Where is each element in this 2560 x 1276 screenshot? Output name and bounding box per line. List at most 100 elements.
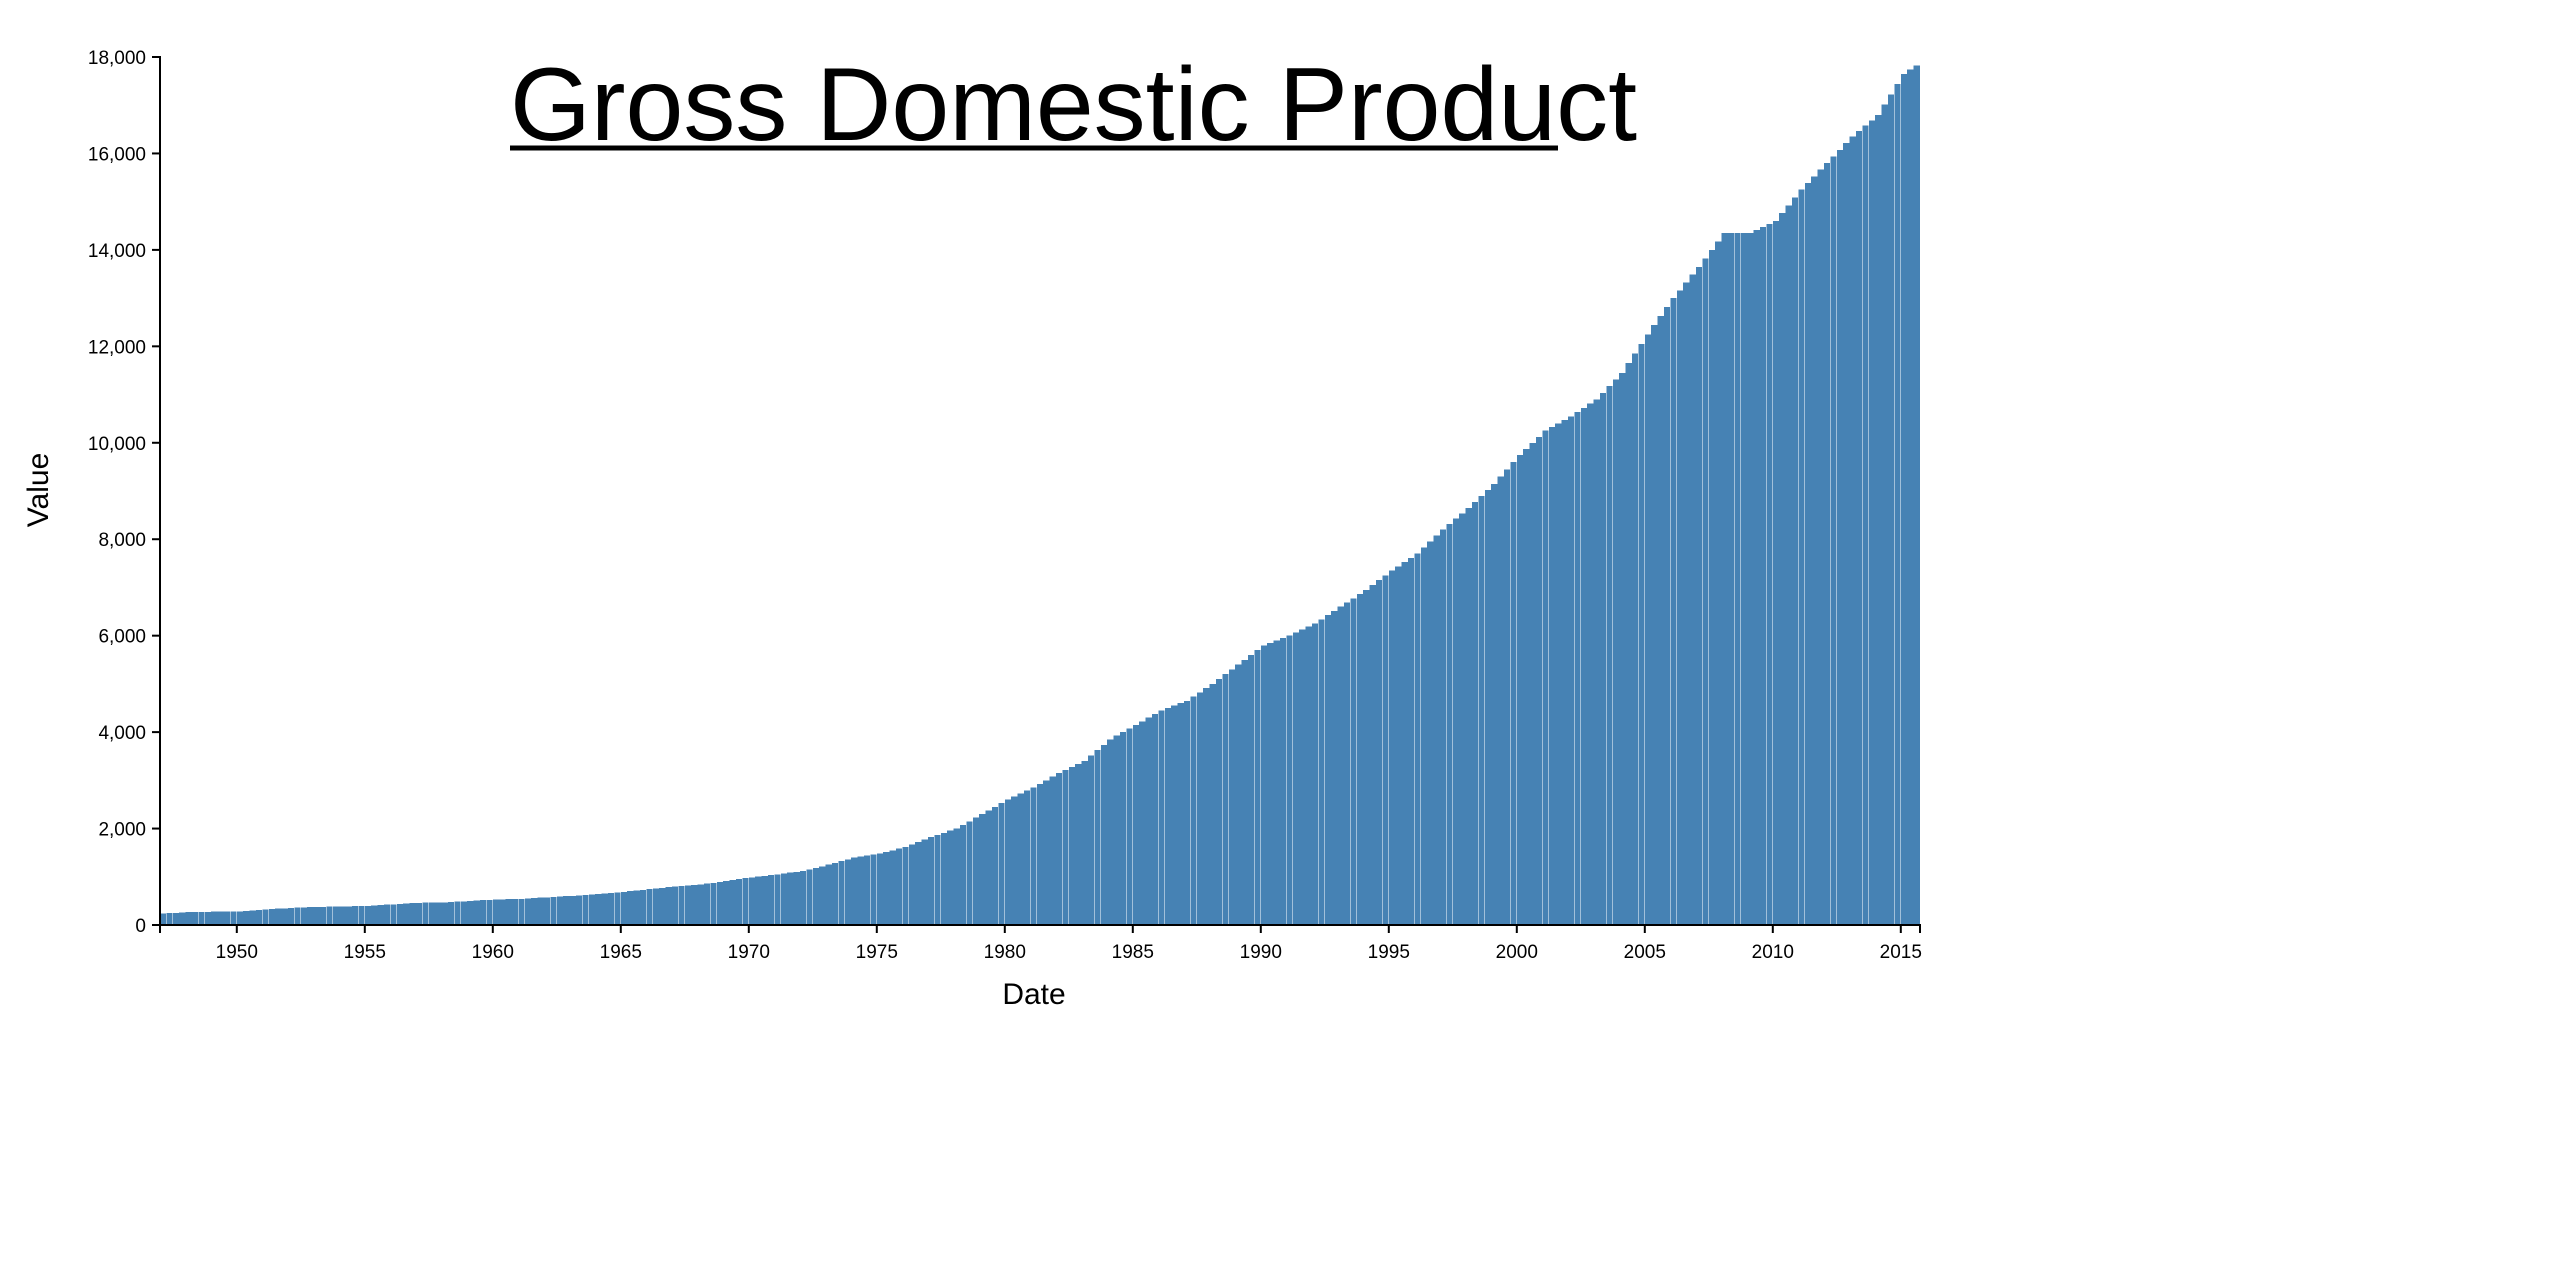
gdp-bar <box>518 898 525 925</box>
gdp-bar <box>1644 334 1651 925</box>
gdp-bar <box>569 895 576 925</box>
gdp-bar <box>1888 94 1895 926</box>
x-tick-label: 1995 <box>1368 942 1410 963</box>
gdp-bar <box>678 885 685 925</box>
gdp-bar <box>1408 557 1415 925</box>
gdp-bar <box>1472 501 1479 925</box>
gdp-bar <box>1708 249 1715 925</box>
gdp-bar <box>1548 427 1555 925</box>
gdp-bar <box>870 854 877 925</box>
gdp-bar <box>1075 764 1082 925</box>
gdp-bar <box>288 907 295 925</box>
y-tick-label: 12,000 <box>88 337 146 358</box>
gdp-bar <box>1676 290 1683 925</box>
gdp-bar <box>832 862 839 925</box>
gdp-bar <box>1363 589 1370 925</box>
gdp-bar <box>1401 562 1408 925</box>
gdp-bar <box>992 806 999 925</box>
gdp-bar <box>1907 69 1914 925</box>
gdp-bar <box>1337 606 1344 925</box>
gdp-bar <box>947 830 954 925</box>
gdp-bar <box>1043 780 1050 925</box>
gdp-bar <box>505 899 512 925</box>
y-tick-label: 16,000 <box>88 144 146 165</box>
gdp-bar <box>972 817 979 925</box>
gdp-bar <box>204 911 211 925</box>
gdp-bar <box>748 877 755 925</box>
gdp-bar <box>1760 226 1767 926</box>
x-tick-label: 1960 <box>472 942 514 963</box>
gdp-bar <box>1068 767 1075 925</box>
gdp-bar <box>928 837 935 925</box>
gdp-bar <box>1811 176 1818 926</box>
gdp-bar <box>1862 125 1869 926</box>
gdp-bar <box>480 900 487 925</box>
gdp-bar <box>1395 566 1402 925</box>
gdp-bar <box>883 851 890 925</box>
gdp-bar <box>313 906 320 925</box>
chart-title: Gross Domestic Product <box>510 47 1637 163</box>
gdp-bar <box>460 901 467 925</box>
gdp-bar <box>1273 640 1280 925</box>
gdp-bar <box>377 905 384 925</box>
gdp-bar <box>185 912 192 925</box>
gdp-bar <box>851 857 858 925</box>
gdp-bar <box>1702 258 1709 926</box>
gdp-bar <box>1766 223 1773 926</box>
gdp-bar <box>1305 626 1312 926</box>
gdp-bar <box>1267 642 1274 925</box>
gdp-bar <box>1062 770 1069 925</box>
gdp-bar <box>1728 233 1735 925</box>
gdp-bar <box>1664 307 1671 925</box>
gdp-bar <box>524 898 531 925</box>
gdp-bar <box>1241 659 1248 925</box>
gdp-bar <box>364 905 371 925</box>
gdp-bar <box>1049 776 1056 925</box>
y-tick-label: 14,000 <box>88 241 146 262</box>
gdp-bar <box>1747 233 1754 925</box>
gdp-bar <box>1152 714 1159 925</box>
gdp-bar <box>422 902 429 925</box>
gdp-bar <box>473 900 480 925</box>
gdp-bar <box>1177 703 1184 925</box>
x-tick-label: 2005 <box>1624 942 1666 963</box>
gdp-bar <box>953 828 960 925</box>
x-axis: 1950 1955 1960 1965 1970 1975 1980 1985 1990 1995… <box>159 924 1922 963</box>
gdp-bar <box>1196 692 1203 925</box>
x-tick-label: 2015 <box>1880 942 1922 963</box>
gdp-bar <box>736 879 743 925</box>
gdp-bar <box>672 886 679 925</box>
gdp-bar <box>1683 282 1690 925</box>
gdp-bar <box>448 901 455 925</box>
gdp-bar <box>275 908 282 925</box>
y-tick-label: 6,000 <box>98 627 146 648</box>
gdp-bar <box>1849 136 1856 925</box>
gdp-bar <box>166 913 173 925</box>
gdp-bar <box>1420 547 1427 925</box>
gdp-bar <box>979 814 986 925</box>
gdp-bar <box>396 903 403 925</box>
gdp-bar <box>780 873 787 925</box>
gdp-bar <box>1542 430 1549 925</box>
gdp-bar <box>652 888 659 925</box>
y-tick-label: 0 <box>135 916 146 937</box>
y-tick-label: 18,000 <box>88 48 146 69</box>
gdp-bar <box>1299 629 1306 925</box>
gdp-bar <box>1388 570 1395 925</box>
gdp-bar <box>755 876 762 925</box>
gdp-bar <box>172 912 179 925</box>
gdp-bar <box>243 911 250 925</box>
gdp-bar <box>1593 399 1600 925</box>
gdp-bar <box>1785 205 1792 925</box>
gdp-bar <box>1875 114 1882 926</box>
gdp-bar <box>1612 379 1619 925</box>
gdp-bar <box>902 846 909 925</box>
x-tick-label: 2010 <box>1752 942 1794 963</box>
gdp-bar <box>160 913 167 925</box>
gdp-bar <box>1452 518 1459 925</box>
gdp-bar <box>787 872 794 925</box>
gdp-bar <box>825 864 832 925</box>
gdp-bar <box>556 896 563 925</box>
gdp-bar <box>1164 708 1171 925</box>
gdp-bar <box>665 887 672 925</box>
